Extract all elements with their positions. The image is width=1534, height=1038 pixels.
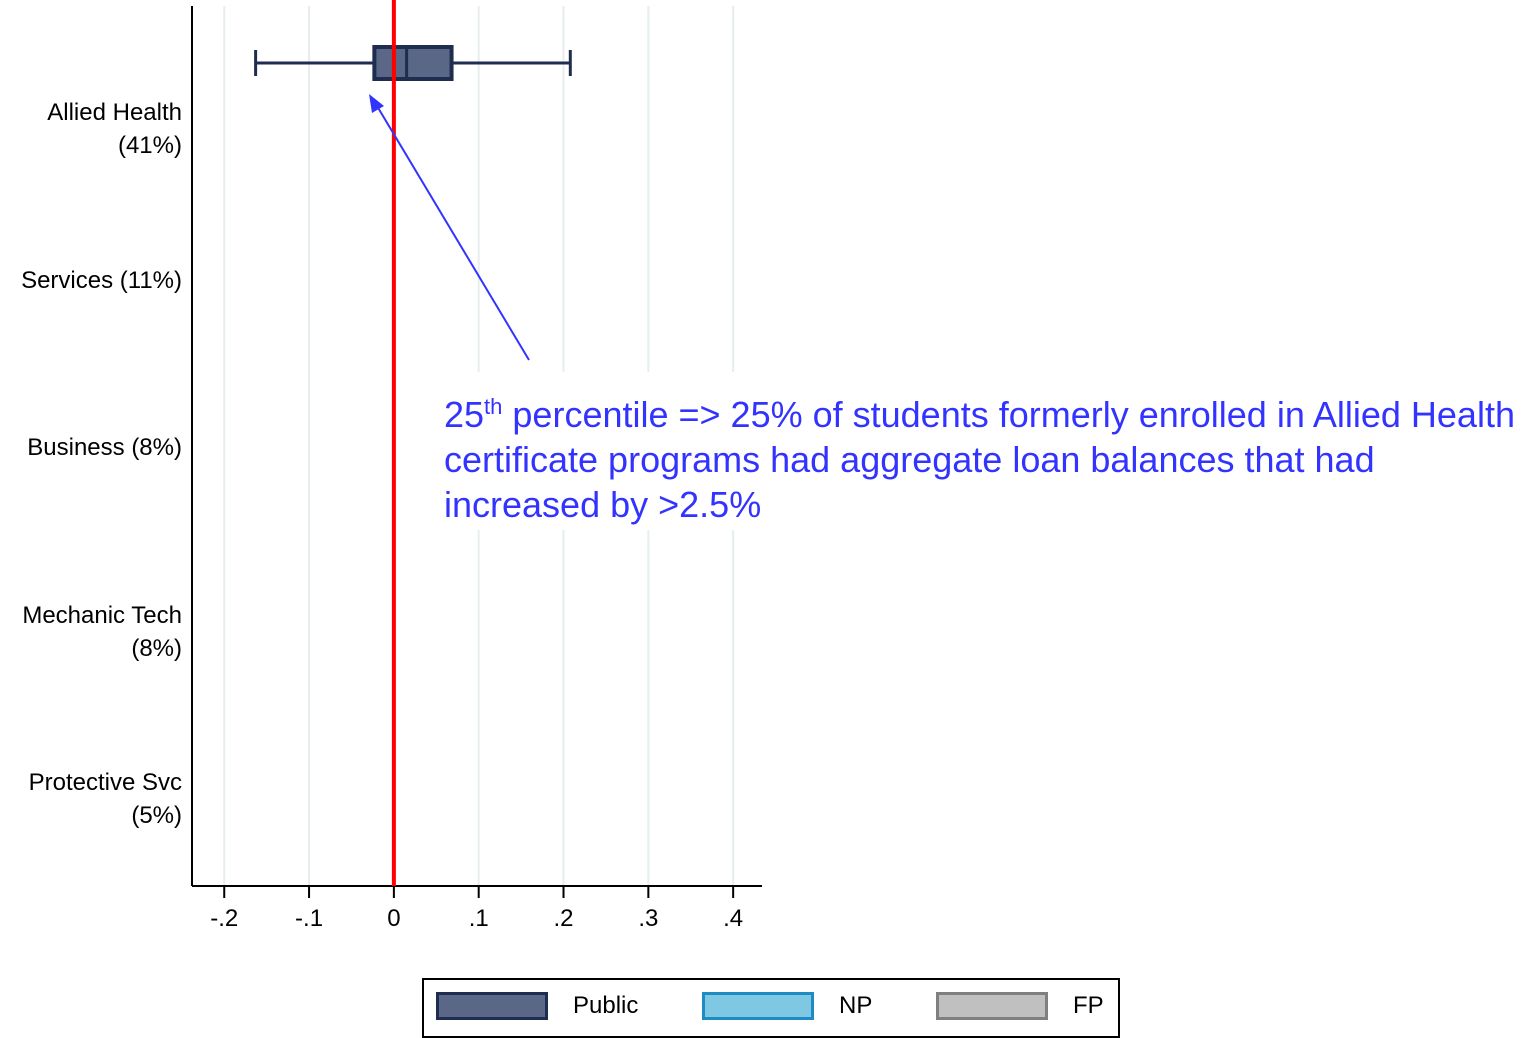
annotation-rest: percentile => 25% of students formerly e… <box>444 394 1515 525</box>
legend-swatch-public <box>436 992 548 1020</box>
legend: Public NP FP <box>422 978 1120 1038</box>
x-tick-label-1: -.1 <box>295 905 323 932</box>
x-tick-label-6: .4 <box>723 905 743 932</box>
category-label-2: Business (8%) <box>27 434 182 461</box>
legend-item-public: Public <box>436 992 638 1020</box>
legend-swatch-np <box>702 992 814 1020</box>
legend-label-public: Public <box>573 992 639 1019</box>
annotation-arrow-head <box>369 94 384 113</box>
annotation-arrow-shaft <box>376 105 530 361</box>
annotation-background <box>440 372 1534 530</box>
legend-label-fp: FP <box>1073 992 1104 1019</box>
legend-item-np: NP <box>702 992 872 1020</box>
x-tick-label-5: .3 <box>638 905 658 932</box>
legend-label-np: NP <box>839 992 873 1019</box>
box-0-0-iqr <box>372 45 454 81</box>
category-label-4: Protective Svc (5%) <box>28 769 182 829</box>
category-label-1: Services (11%) <box>21 266 182 294</box>
legend-item-fp: FP <box>936 992 1104 1020</box>
x-tick-label-4: .2 <box>554 905 574 932</box>
category-label-3: Mechanic Tech (8%) <box>22 601 182 662</box>
x-tick-label-3: .1 <box>469 905 489 932</box>
legend-swatch-fp <box>936 992 1048 1020</box>
category-label-0: Allied Health (41%) <box>47 99 182 159</box>
annotation-text: 25th percentile => 25% of students forme… <box>444 384 1529 527</box>
annotation-sup-base: 25 <box>444 394 485 435</box>
x-tick-label-0: -.2 <box>210 905 238 932</box>
x-tick-label-2: 0 <box>387 905 400 932</box>
annotation-sup: th <box>484 394 503 419</box>
